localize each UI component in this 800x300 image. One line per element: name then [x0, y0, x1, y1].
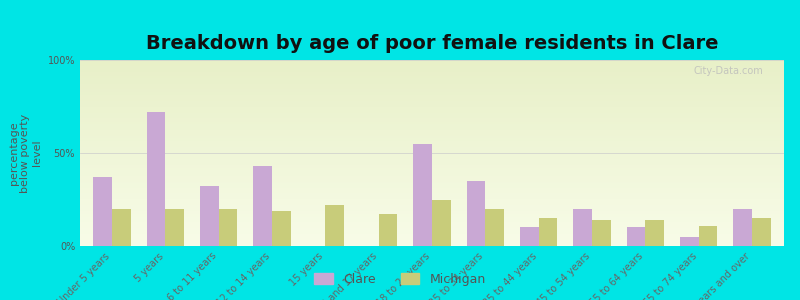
Bar — [592, 220, 610, 246]
Bar — [698, 226, 718, 246]
Bar — [626, 227, 646, 246]
Bar — [166, 209, 184, 246]
Bar — [734, 209, 752, 246]
Title: Breakdown by age of poor female residents in Clare: Breakdown by age of poor female resident… — [146, 34, 718, 53]
Bar — [574, 209, 592, 246]
Bar — [680, 237, 698, 246]
Bar — [520, 227, 538, 246]
Bar — [646, 220, 664, 246]
Bar — [432, 200, 450, 246]
Bar — [378, 214, 398, 246]
Bar — [414, 144, 432, 246]
Y-axis label: percentage
below poverty
level: percentage below poverty level — [9, 113, 42, 193]
Bar — [486, 209, 504, 246]
Bar — [538, 218, 558, 246]
Bar — [218, 209, 238, 246]
Bar — [466, 181, 486, 246]
Bar — [94, 177, 112, 246]
Bar — [112, 209, 130, 246]
Bar — [146, 112, 166, 246]
Bar — [254, 166, 272, 246]
Text: City-Data.com: City-Data.com — [693, 66, 763, 76]
Bar — [326, 205, 344, 246]
Bar — [200, 187, 218, 246]
Legend: Clare, Michigan: Clare, Michigan — [310, 268, 490, 291]
Bar — [272, 211, 290, 246]
Bar — [752, 218, 770, 246]
